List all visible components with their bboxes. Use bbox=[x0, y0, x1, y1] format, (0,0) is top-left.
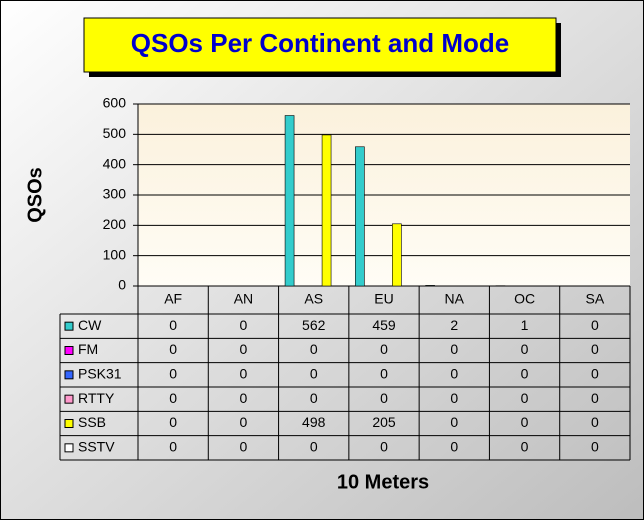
table-cell: 0 bbox=[240, 317, 248, 333]
table-cell: 0 bbox=[380, 439, 388, 455]
table-cell: 0 bbox=[591, 439, 599, 455]
table-cell: 0 bbox=[521, 366, 529, 382]
legend-key bbox=[64, 419, 74, 428]
x-axis-label: 10 Meters bbox=[337, 471, 429, 493]
legend-key bbox=[64, 394, 74, 404]
x-tick-label: EU bbox=[374, 291, 393, 307]
table-cell: 0 bbox=[591, 366, 599, 382]
table-cell: 0 bbox=[240, 390, 248, 406]
table-cell: 0 bbox=[591, 414, 599, 430]
table-cell: 0 bbox=[169, 414, 177, 430]
table-cell: 0 bbox=[380, 390, 388, 406]
table-cell: 0 bbox=[240, 439, 248, 455]
table-cell: 0 bbox=[380, 341, 388, 357]
y-tick-label: 500 bbox=[103, 125, 127, 141]
table-cell: 0 bbox=[521, 439, 529, 455]
table-cell: 498 bbox=[302, 414, 326, 430]
chart-title: QSOs Per Continent and Mode bbox=[131, 28, 509, 58]
y-tick-label: 600 bbox=[103, 95, 127, 111]
legend-label: SSTV bbox=[78, 439, 115, 455]
table-cell: 0 bbox=[169, 439, 177, 455]
legend-key bbox=[64, 321, 74, 331]
table-cell: 0 bbox=[521, 390, 529, 406]
table-cell: 0 bbox=[169, 341, 177, 357]
x-tick-label: AF bbox=[164, 291, 182, 307]
table-cell: 0 bbox=[450, 341, 458, 357]
table-cell: 562 bbox=[302, 317, 326, 333]
table-cell: 0 bbox=[591, 317, 599, 333]
table-cell: 2 bbox=[450, 317, 458, 333]
legend-label: RTTY bbox=[78, 390, 115, 406]
y-tick-label: 400 bbox=[103, 155, 127, 171]
table-cell: 0 bbox=[450, 366, 458, 382]
table-cell: 0 bbox=[591, 341, 599, 357]
legend-label: SSB bbox=[78, 414, 106, 430]
table-cell: 0 bbox=[450, 439, 458, 455]
table-cell: 0 bbox=[310, 390, 318, 406]
table-cell: 0 bbox=[310, 341, 318, 357]
table-cell: 459 bbox=[372, 317, 396, 333]
table-cell: 205 bbox=[372, 414, 396, 430]
table-cell: 0 bbox=[240, 341, 248, 357]
legend-label: FM bbox=[78, 341, 98, 357]
x-tick-label: AS bbox=[304, 291, 323, 307]
title-box bbox=[83, 17, 557, 73]
y-tick-label: 300 bbox=[103, 186, 127, 202]
table-cell: 0 bbox=[450, 414, 458, 430]
table-cell: 0 bbox=[169, 366, 177, 382]
table-cell: 0 bbox=[521, 341, 529, 357]
x-tick-label: OC bbox=[514, 291, 535, 307]
table-cell: 0 bbox=[169, 390, 177, 406]
table-cell: 0 bbox=[591, 390, 599, 406]
y-axis-label: QSOs bbox=[24, 167, 46, 223]
y-tick-label: 200 bbox=[103, 216, 127, 232]
bar bbox=[321, 134, 332, 287]
bar bbox=[425, 285, 435, 287]
table-cell: 0 bbox=[310, 439, 318, 455]
legend-key bbox=[64, 443, 74, 453]
table-cell: 1 bbox=[521, 317, 529, 333]
bar bbox=[392, 223, 402, 287]
x-tick-label: NA bbox=[445, 291, 465, 307]
table-cell: 0 bbox=[521, 414, 529, 430]
table-cell: 0 bbox=[380, 366, 388, 382]
y-tick-label: 0 bbox=[118, 277, 126, 293]
table-cell: 0 bbox=[240, 366, 248, 382]
legend-key bbox=[64, 370, 74, 380]
table-cell: 0 bbox=[169, 317, 177, 333]
x-tick-label: AN bbox=[234, 291, 253, 307]
legend-label: CW bbox=[78, 317, 102, 333]
x-tick-label: SA bbox=[586, 291, 605, 307]
legend-label: PSK31 bbox=[78, 366, 122, 382]
bar bbox=[355, 146, 365, 287]
bar bbox=[284, 115, 295, 287]
table-cell: 0 bbox=[310, 366, 318, 382]
table-cell: 0 bbox=[450, 390, 458, 406]
y-tick-label: 100 bbox=[103, 246, 127, 262]
legend-key bbox=[64, 346, 74, 355]
table-cell: 0 bbox=[240, 414, 248, 430]
